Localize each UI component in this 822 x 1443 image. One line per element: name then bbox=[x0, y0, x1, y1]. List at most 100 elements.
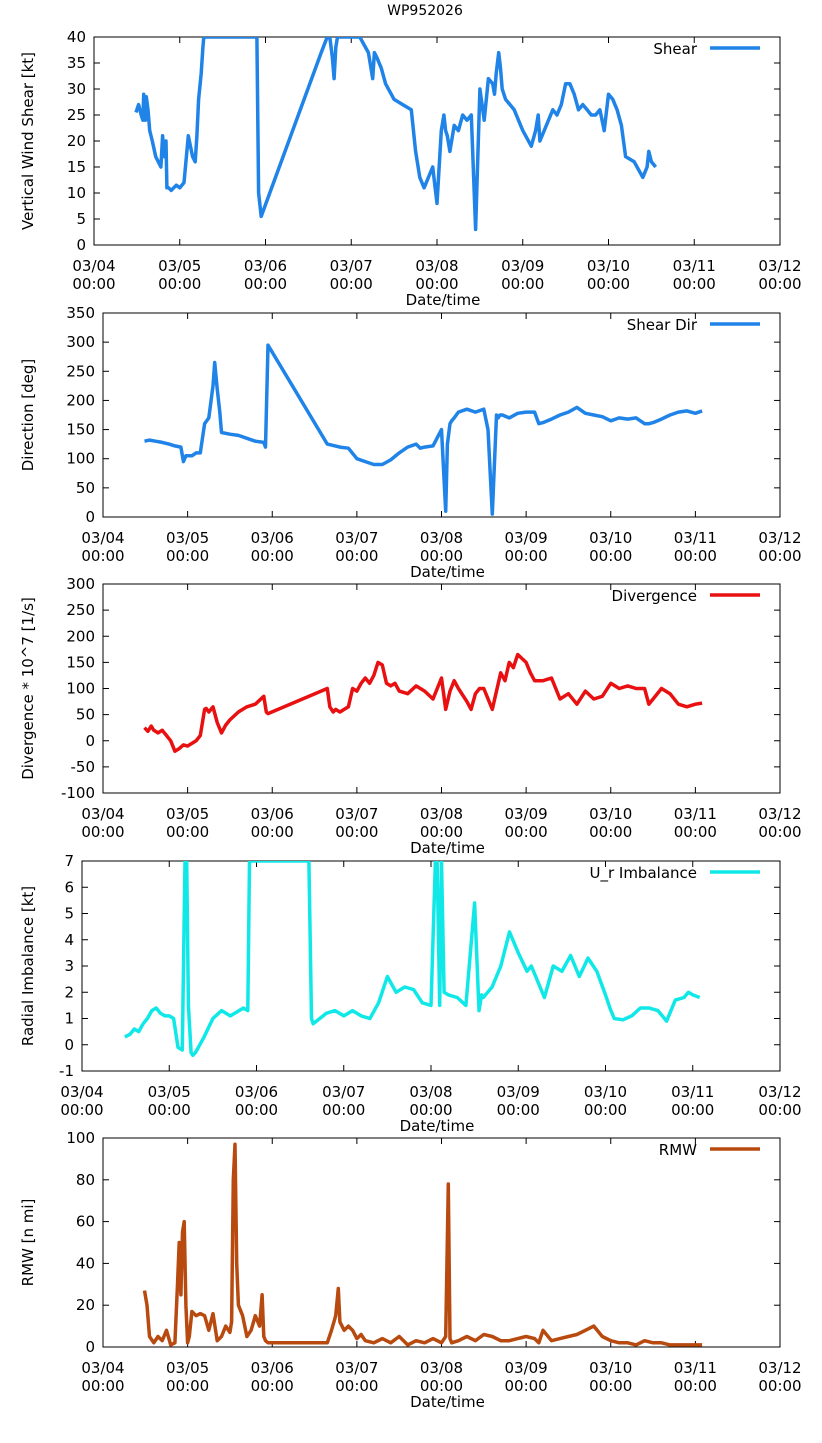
shear-xtick-time: 00:00 bbox=[72, 275, 115, 293]
radial-imbalance-xtick-time: 00:00 bbox=[671, 1101, 714, 1119]
divergence-ytick-label: 50 bbox=[76, 706, 95, 724]
rmw-xtick-date: 03/10 bbox=[589, 1359, 632, 1377]
radial-imbalance-ytick-label: 4 bbox=[64, 931, 74, 949]
shear-series-line bbox=[134, 37, 658, 232]
shear-direction-ytick-label: 100 bbox=[66, 450, 95, 468]
shear-direction-xtick-date: 03/05 bbox=[166, 529, 209, 547]
shear-ytick-label: 40 bbox=[67, 28, 86, 46]
radial-imbalance-xtick-time: 00:00 bbox=[235, 1101, 278, 1119]
shear-direction-xtick-time: 00:00 bbox=[758, 547, 801, 565]
rmw-ytick-label: 100 bbox=[66, 1129, 95, 1147]
divergence-xtick-date: 03/07 bbox=[335, 805, 378, 823]
divergence-xtick-time: 00:00 bbox=[81, 823, 124, 841]
radial-imbalance-xtick-time: 00:00 bbox=[758, 1101, 801, 1119]
divergence-xtick-date: 03/04 bbox=[81, 805, 124, 823]
radial-imbalance-ytick-label: 7 bbox=[64, 852, 74, 870]
divergence-series-line bbox=[143, 652, 703, 753]
shear-direction-ytick-label: 250 bbox=[66, 362, 95, 380]
radial-imbalance-xtick-date: 03/04 bbox=[60, 1083, 103, 1101]
rmw-xtick-date: 03/05 bbox=[166, 1359, 209, 1377]
shear-legend-label: Shear bbox=[653, 40, 697, 58]
divergence-legend-label: Divergence bbox=[612, 587, 697, 605]
divergence-xtick-time: 00:00 bbox=[758, 823, 801, 841]
radial-imbalance-xtick-time: 00:00 bbox=[409, 1101, 452, 1119]
rmw-legend-label: RMW bbox=[659, 1141, 697, 1159]
divergence-xlabel: Date/time bbox=[410, 839, 485, 857]
rmw-xtick-time: 00:00 bbox=[251, 1377, 294, 1395]
shear-xtick-date: 03/10 bbox=[587, 257, 630, 275]
shear-direction-xtick-time: 00:00 bbox=[420, 547, 463, 565]
rmw-xlabel: Date/time bbox=[410, 1393, 485, 1411]
radial-imbalance-xtick-date: 03/06 bbox=[235, 1083, 278, 1101]
radial-imbalance-xtick-date: 03/12 bbox=[758, 1083, 801, 1101]
radial-imbalance-xtick-date: 03/09 bbox=[497, 1083, 540, 1101]
divergence-ytick-label: -50 bbox=[71, 758, 96, 776]
shear-xtick-time: 00:00 bbox=[158, 275, 201, 293]
shear-direction-xtick-date: 03/07 bbox=[335, 529, 378, 547]
shear-direction-xtick-time: 00:00 bbox=[166, 547, 209, 565]
shear-xtick-time: 00:00 bbox=[244, 275, 287, 293]
rmw-xtick-date: 03/09 bbox=[505, 1359, 548, 1377]
shear-direction-xlabel: Date/time bbox=[410, 563, 485, 581]
radial-imbalance-ylabel: Radial Imbalance [kt] bbox=[19, 886, 37, 1046]
rmw-ytick-label: 20 bbox=[76, 1296, 95, 1314]
shear-ytick-label: 0 bbox=[76, 236, 86, 254]
radial-imbalance-xtick-time: 00:00 bbox=[584, 1101, 627, 1119]
divergence-ytick-label: 300 bbox=[66, 575, 95, 593]
rmw-xtick-time: 00:00 bbox=[166, 1377, 209, 1395]
figure-title: WP952026 bbox=[387, 3, 463, 19]
radial-imbalance-xtick-time: 00:00 bbox=[148, 1101, 191, 1119]
shear-direction-xtick-time: 00:00 bbox=[674, 547, 717, 565]
shear-direction-ytick-label: 200 bbox=[66, 391, 95, 409]
rmw-xtick-time: 00:00 bbox=[674, 1377, 717, 1395]
radial-imbalance-ytick-label: 2 bbox=[64, 983, 74, 1001]
shear-xtick-date: 03/12 bbox=[758, 257, 801, 275]
shear-direction-ytick-label: 0 bbox=[85, 508, 95, 526]
radial-imbalance-ytick-label: -1 bbox=[59, 1062, 74, 1080]
shear-direction-xtick-time: 00:00 bbox=[505, 547, 548, 565]
radial-imbalance-series-line bbox=[124, 861, 701, 1058]
radial-imbalance-xtick-time: 00:00 bbox=[60, 1101, 103, 1119]
shear-xlabel: Date/time bbox=[406, 291, 481, 309]
radial-imbalance-xlabel: Date/time bbox=[400, 1117, 475, 1135]
rmw-xtick-time: 00:00 bbox=[335, 1377, 378, 1395]
rmw-xtick-date: 03/07 bbox=[335, 1359, 378, 1377]
shear-direction-xtick-time: 00:00 bbox=[251, 547, 294, 565]
divergence-xtick-date: 03/09 bbox=[505, 805, 548, 823]
shear-ytick-label: 5 bbox=[76, 210, 86, 228]
rmw-ylabel: RMW [n mi] bbox=[19, 1199, 37, 1287]
shear-direction-xtick-time: 00:00 bbox=[335, 547, 378, 565]
divergence-ytick-label: 0 bbox=[85, 732, 95, 750]
shear-xtick-time: 00:00 bbox=[501, 275, 544, 293]
rmw-ytick-label: 60 bbox=[76, 1213, 95, 1231]
divergence-ytick-label: 100 bbox=[66, 680, 95, 698]
shear-xtick-date: 03/07 bbox=[330, 257, 373, 275]
rmw-xtick-date: 03/12 bbox=[758, 1359, 801, 1377]
shear-ytick-label: 15 bbox=[67, 158, 86, 176]
divergence-xtick-time: 00:00 bbox=[166, 823, 209, 841]
shear-xtick-time: 00:00 bbox=[415, 275, 458, 293]
shear-direction-legend-label: Shear Dir bbox=[627, 316, 698, 334]
rmw-ytick-label: 0 bbox=[85, 1338, 95, 1356]
shear-ytick-label: 30 bbox=[67, 80, 86, 98]
shear-direction-xtick-date: 03/11 bbox=[674, 529, 717, 547]
radial-imbalance-legend-label: U_r Imbalance bbox=[589, 864, 697, 883]
shear-direction-ytick-label: 350 bbox=[66, 304, 95, 322]
shear-direction-plot-frame bbox=[102, 312, 781, 518]
divergence-xtick-date: 03/12 bbox=[758, 805, 801, 823]
shear-direction-ytick-label: 300 bbox=[66, 333, 95, 351]
divergence-ytick-label: -100 bbox=[61, 784, 95, 802]
divergence-xtick-date: 03/06 bbox=[251, 805, 294, 823]
radial-imbalance-xtick-date: 03/08 bbox=[409, 1083, 452, 1101]
divergence-xtick-time: 00:00 bbox=[335, 823, 378, 841]
shear-ytick-label: 35 bbox=[67, 54, 86, 72]
shear-direction-xtick-date: 03/08 bbox=[420, 529, 463, 547]
divergence-xtick-time: 00:00 bbox=[589, 823, 632, 841]
radial-imbalance-xtick-time: 00:00 bbox=[497, 1101, 540, 1119]
shear-direction-xtick-date: 03/04 bbox=[81, 529, 124, 547]
shear-direction-xtick-date: 03/10 bbox=[589, 529, 632, 547]
shear-direction-series-line bbox=[144, 343, 703, 516]
rmw-xtick-date: 03/04 bbox=[81, 1359, 124, 1377]
divergence-xtick-date: 03/10 bbox=[589, 805, 632, 823]
